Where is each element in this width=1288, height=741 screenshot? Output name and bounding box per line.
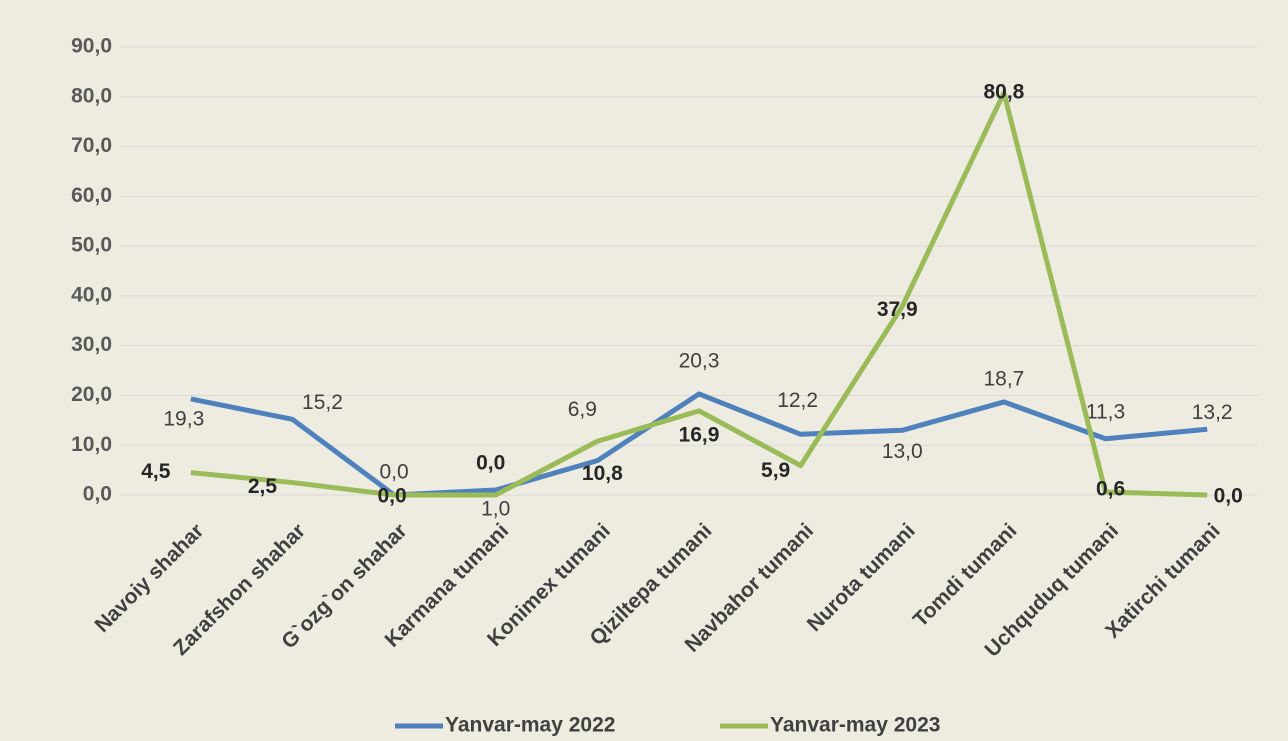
y-tick-label: 70,0	[71, 134, 112, 157]
chart: 0,0 10,0 20,0 30,0 40,0 50,0 60,0 70,0 80,0 90,0 N…	[0, 0, 1288, 741]
value-label: 19,3	[163, 407, 204, 430]
value-label: 80,8	[983, 80, 1024, 103]
x-tick-label: Nurota tumani	[803, 519, 920, 636]
legend-item: Yanvar-may 2023	[720, 714, 940, 737]
value-label: 11,3	[1086, 400, 1125, 423]
value-label: 16,9	[679, 423, 720, 446]
legend-label: Yanvar-may 2022	[445, 714, 615, 737]
legend-label: Yanvar-may 2023	[770, 714, 940, 737]
y-tick-label: 60,0	[71, 184, 112, 207]
y-tick-label: 90,0	[71, 35, 112, 58]
value-label: 5,9	[761, 459, 790, 482]
value-label: 13,2	[1192, 401, 1233, 424]
x-tick-label: Navoiy shahar	[90, 519, 208, 637]
value-label: 37,9	[877, 298, 918, 321]
legend-item: Yanvar-may 2022	[395, 714, 615, 737]
y-tick-label: 20,0	[71, 383, 112, 406]
y-tick-label: 0,0	[83, 483, 112, 506]
y-tick-label: 10,0	[71, 433, 112, 456]
value-label: 20,3	[679, 349, 720, 372]
x-tick-label: Tomdi tumani	[909, 519, 1022, 632]
value-label: 15,2	[302, 391, 343, 414]
value-label: 12,2	[777, 389, 818, 412]
value-label: 1,0	[481, 498, 510, 521]
value-label: 6,9	[568, 398, 597, 421]
y-tick-label: 30,0	[71, 333, 112, 356]
value-label: 0,0	[476, 452, 505, 475]
y-tick-label: 80,0	[71, 84, 112, 107]
y-tick-label: 40,0	[71, 283, 112, 306]
value-label: 0,0	[377, 485, 406, 508]
value-label: 0,6	[1096, 478, 1125, 501]
value-label: 4,5	[141, 460, 171, 483]
y-tick-label: 50,0	[71, 234, 112, 257]
value-label: 0,0	[379, 461, 408, 484]
value-label: 18,7	[983, 367, 1024, 390]
value-label: 10,8	[582, 462, 623, 485]
value-label: 0,0	[1214, 485, 1243, 508]
value-label: 2,5	[248, 475, 278, 498]
value-label: 13,0	[882, 440, 923, 463]
